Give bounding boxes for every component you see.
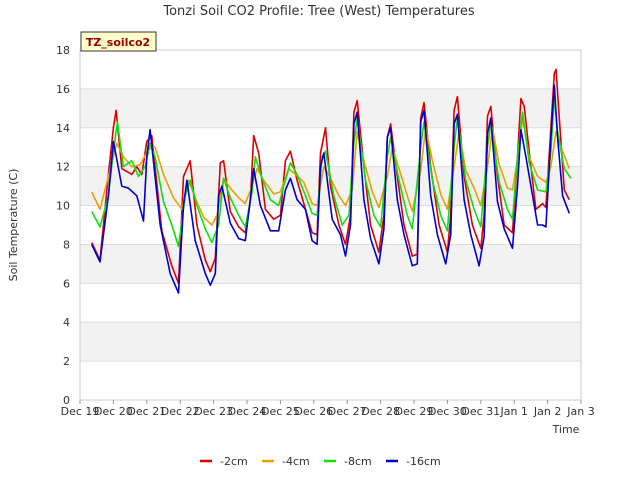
y-tick-label: 12 (56, 161, 70, 174)
x-tick-label: Dec 25 (261, 405, 300, 418)
y-tick-label: 4 (63, 316, 70, 329)
plot-band (80, 88, 581, 128)
plot-area (79, 49, 582, 401)
y-tick-label: 8 (63, 238, 70, 251)
series-lines (90, 68, 572, 294)
x-axis-label: Time (552, 423, 580, 436)
x-tick-label: Dec 19 (61, 405, 100, 418)
x-tick-label: Dec 29 (395, 405, 434, 418)
x-tick-label: Dec 26 (294, 405, 333, 418)
y-axis-label: Soil Temperature (C) (7, 169, 20, 282)
x-tick-label: Dec 20 (94, 405, 133, 418)
x-tick-label: Jan 1 (499, 405, 527, 418)
x-tick-label: Dec 23 (194, 405, 233, 418)
y-tick-label: 18 (56, 44, 70, 57)
station-badge: TZ_soilco2 (80, 31, 157, 52)
y-tick-label: 2 (63, 355, 70, 368)
y-tick-label: 16 (56, 83, 70, 96)
series-line-minus-16cm (90, 84, 571, 294)
chart-title: Tonzi Soil CO2 Profile: Tree (West) Temp… (162, 4, 475, 19)
y-tick-label: 10 (56, 200, 70, 213)
x-tick-label: Dec 22 (161, 405, 200, 418)
legend: -2cm -4cm -8cm -16cm (200, 455, 441, 468)
y-axis-ticks: 0 2 4 6 8 10 12 14 16 18 (56, 44, 70, 407)
x-tick-label: Dec 30 (428, 405, 467, 418)
x-tick-label: Dec 21 (127, 405, 166, 418)
x-tick-label: Dec 28 (361, 405, 400, 418)
legend-label: -4cm (282, 455, 310, 468)
plot-band (80, 244, 581, 284)
x-tick-label: Jan 2 (533, 405, 561, 418)
y-tick-label: 6 (63, 277, 70, 290)
plot-band (80, 322, 581, 362)
x-tick-label: Jan 3 (566, 405, 594, 418)
series-line-minus-8cm (90, 95, 572, 248)
x-tick-label: Dec 27 (328, 405, 367, 418)
y-tick-label: 0 (63, 394, 70, 407)
legend-label: -8cm (344, 455, 372, 468)
legend-label: -16cm (406, 455, 441, 468)
x-tick-label: Dec 31 (461, 405, 500, 418)
legend-label: -2cm (220, 455, 248, 468)
x-tick-label: Dec 24 (228, 405, 267, 418)
station-badge-text: TZ_soilco2 (86, 36, 150, 49)
y-tick-label: 14 (56, 122, 70, 135)
